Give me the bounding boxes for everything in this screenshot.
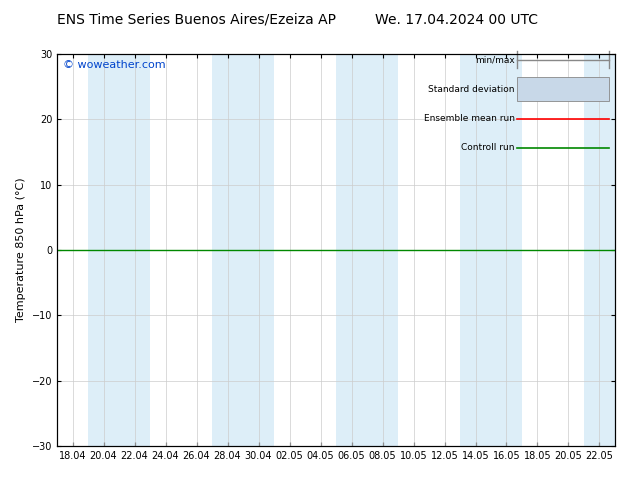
Text: © woweather.com: © woweather.com xyxy=(63,60,165,70)
Text: Ensemble mean run: Ensemble mean run xyxy=(424,114,515,123)
Text: Standard deviation: Standard deviation xyxy=(428,85,515,94)
Text: min/max: min/max xyxy=(475,55,515,64)
Bar xyxy=(460,54,491,446)
Bar xyxy=(243,54,274,446)
Text: ENS Time Series Buenos Aires/Ezeiza AP: ENS Time Series Buenos Aires/Ezeiza AP xyxy=(57,13,336,26)
Bar xyxy=(491,54,522,446)
Text: We. 17.04.2024 00 UTC: We. 17.04.2024 00 UTC xyxy=(375,13,538,26)
Bar xyxy=(584,54,615,446)
Bar xyxy=(88,54,119,446)
Bar xyxy=(367,54,398,446)
Y-axis label: Temperature 850 hPa (°C): Temperature 850 hPa (°C) xyxy=(16,177,26,322)
Bar xyxy=(517,77,609,101)
Bar xyxy=(336,54,367,446)
Bar xyxy=(119,54,150,446)
Bar xyxy=(212,54,243,446)
Text: Controll run: Controll run xyxy=(461,144,515,152)
